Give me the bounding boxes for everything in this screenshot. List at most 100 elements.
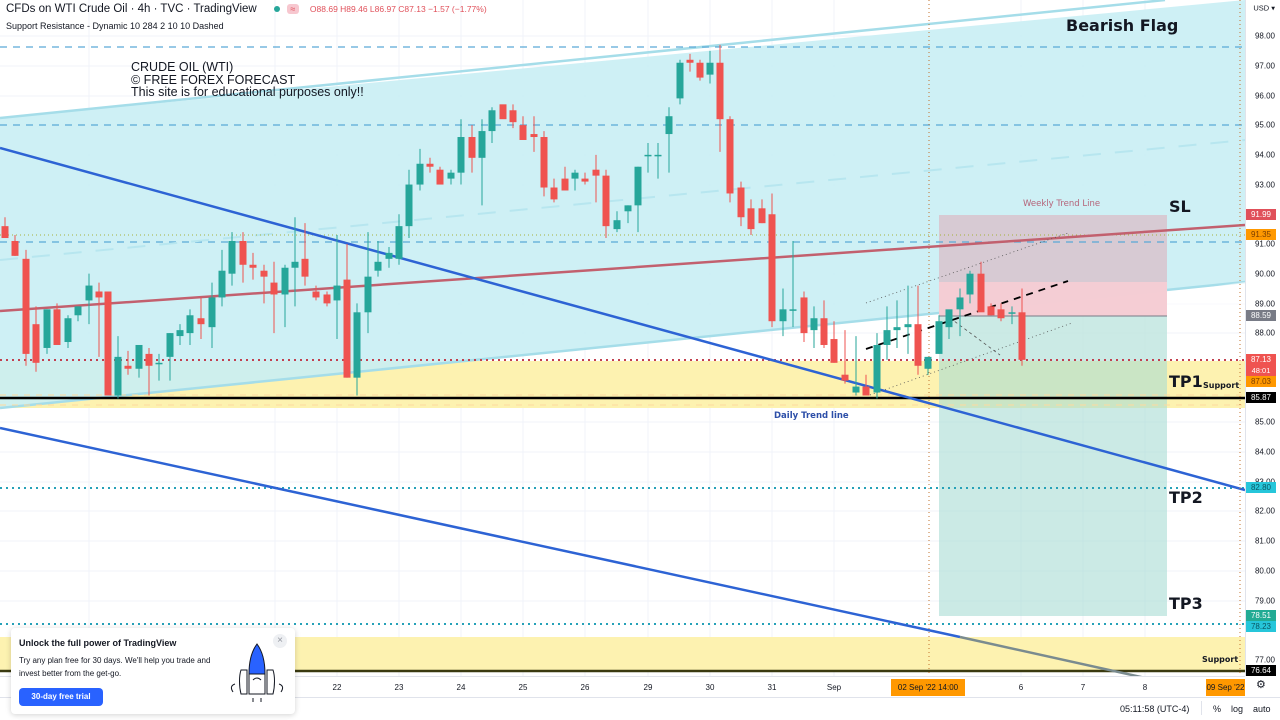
bearish-flag-channel[interactable] — [0, 0, 1245, 408]
candle[interactable] — [716, 62, 724, 120]
flag-dashed-line[interactable] — [865, 280, 1069, 350]
candle[interactable] — [74, 306, 82, 316]
candle[interactable] — [208, 297, 216, 328]
candle[interactable] — [478, 131, 486, 158]
candle[interactable] — [32, 324, 40, 363]
candle[interactable] — [883, 330, 891, 345]
candle[interactable] — [644, 154, 652, 157]
candle[interactable] — [364, 276, 372, 313]
candle[interactable] — [726, 119, 734, 194]
candle[interactable] — [634, 166, 642, 206]
candle[interactable] — [830, 339, 838, 363]
candle[interactable] — [789, 309, 797, 311]
symbol-title[interactable]: CFDs on WTI Crude Oil · 4h · TVC · Tradi… — [6, 3, 257, 15]
candle[interactable] — [385, 252, 393, 259]
free-trial-button[interactable]: 30-day free trial — [19, 688, 103, 706]
support-label-2[interactable]: Support — [1202, 655, 1239, 664]
candle[interactable] — [571, 172, 579, 179]
candle[interactable] — [85, 285, 93, 301]
weekly-trend-label[interactable]: Weekly Trend Line — [1023, 199, 1101, 209]
candle[interactable] — [124, 365, 132, 369]
candle[interactable] — [519, 125, 527, 140]
lower-trend-line[interactable] — [0, 426, 961, 639]
candle[interactable] — [581, 178, 589, 182]
candle[interactable] — [312, 291, 320, 298]
candle[interactable] — [530, 134, 538, 138]
candle[interactable] — [468, 137, 476, 158]
candle[interactable] — [343, 279, 351, 378]
daily-trend-line[interactable] — [0, 146, 1245, 492]
candle[interactable] — [281, 267, 289, 295]
daily-trend-label[interactable]: Daily Trend line — [774, 411, 849, 421]
candle[interactable] — [499, 104, 507, 120]
candle[interactable] — [64, 318, 72, 343]
candle[interactable] — [291, 261, 299, 268]
candle[interactable] — [686, 59, 694, 63]
candle[interactable] — [561, 178, 569, 191]
candle[interactable] — [966, 273, 974, 295]
candle[interactable] — [333, 285, 341, 301]
candle[interactable] — [260, 270, 268, 277]
candle[interactable] — [22, 258, 30, 354]
candle[interactable] — [166, 333, 174, 357]
log-scale-toggle[interactable]: log — [1231, 704, 1244, 714]
candle[interactable] — [11, 240, 19, 256]
price-chart-canvas[interactable] — [0, 0, 1245, 676]
candle[interactable] — [405, 184, 413, 227]
candle[interactable] — [218, 270, 226, 298]
candle[interactable] — [747, 208, 755, 230]
candle[interactable] — [665, 116, 673, 135]
candle[interactable] — [95, 291, 103, 298]
candle[interactable] — [758, 208, 766, 224]
tp3-label[interactable]: TP3 — [1169, 594, 1203, 613]
candle[interactable] — [509, 110, 517, 123]
candle[interactable] — [987, 306, 995, 316]
candle[interactable] — [737, 187, 745, 218]
time-axis[interactable]: 22 23 24 25 26 29 30 31 Sep 6 7 8 02 Sep… — [0, 676, 1245, 697]
candle[interactable] — [176, 330, 184, 337]
candle[interactable] — [841, 374, 849, 381]
candle[interactable] — [135, 344, 143, 369]
candle[interactable] — [145, 353, 153, 366]
candle[interactable] — [550, 187, 558, 200]
candle[interactable] — [1008, 312, 1016, 314]
candle[interactable] — [155, 362, 163, 365]
candle[interactable] — [893, 327, 901, 331]
candle[interactable] — [779, 309, 787, 322]
support-label-1[interactable]: Support — [1203, 381, 1240, 390]
candle[interactable] — [904, 324, 912, 328]
candle[interactable] — [104, 291, 112, 396]
candle[interactable] — [457, 137, 465, 173]
candle[interactable] — [53, 309, 61, 345]
tp2-label[interactable]: TP2 — [1169, 488, 1203, 507]
candle[interactable] — [935, 321, 943, 354]
candle[interactable] — [914, 324, 922, 366]
candle[interactable] — [768, 214, 776, 322]
candle[interactable] — [395, 226, 403, 259]
candle[interactable] — [706, 62, 714, 75]
candle[interactable] — [997, 309, 1005, 319]
candle[interactable] — [436, 169, 444, 185]
candle[interactable] — [416, 163, 424, 185]
indicator-legend[interactable]: Support Resistance - Dynamic 10 284 2 10… — [6, 21, 224, 31]
candle[interactable] — [613, 220, 621, 230]
tp1-label[interactable]: TP1 — [1169, 372, 1203, 391]
close-icon[interactable]: × — [273, 634, 287, 648]
channel-upper-line[interactable] — [0, 0, 1166, 120]
candle[interactable] — [676, 62, 684, 99]
candle[interactable] — [956, 297, 964, 310]
candle[interactable] — [1, 226, 9, 239]
candle[interactable] — [602, 175, 610, 227]
candle[interactable] — [426, 163, 434, 167]
candle[interactable] — [924, 356, 932, 369]
candle[interactable] — [945, 309, 953, 328]
candle[interactable] — [114, 356, 122, 396]
candle[interactable] — [540, 137, 548, 188]
percent-scale-toggle[interactable]: % — [1213, 704, 1222, 714]
candle[interactable] — [228, 240, 236, 274]
candle[interactable] — [323, 294, 331, 304]
weekly-trend-line[interactable] — [0, 223, 1245, 313]
candle[interactable] — [592, 169, 600, 176]
candle[interactable] — [852, 386, 860, 393]
clock-timezone[interactable]: 05:11:58 (UTC-4) — [1120, 704, 1190, 714]
